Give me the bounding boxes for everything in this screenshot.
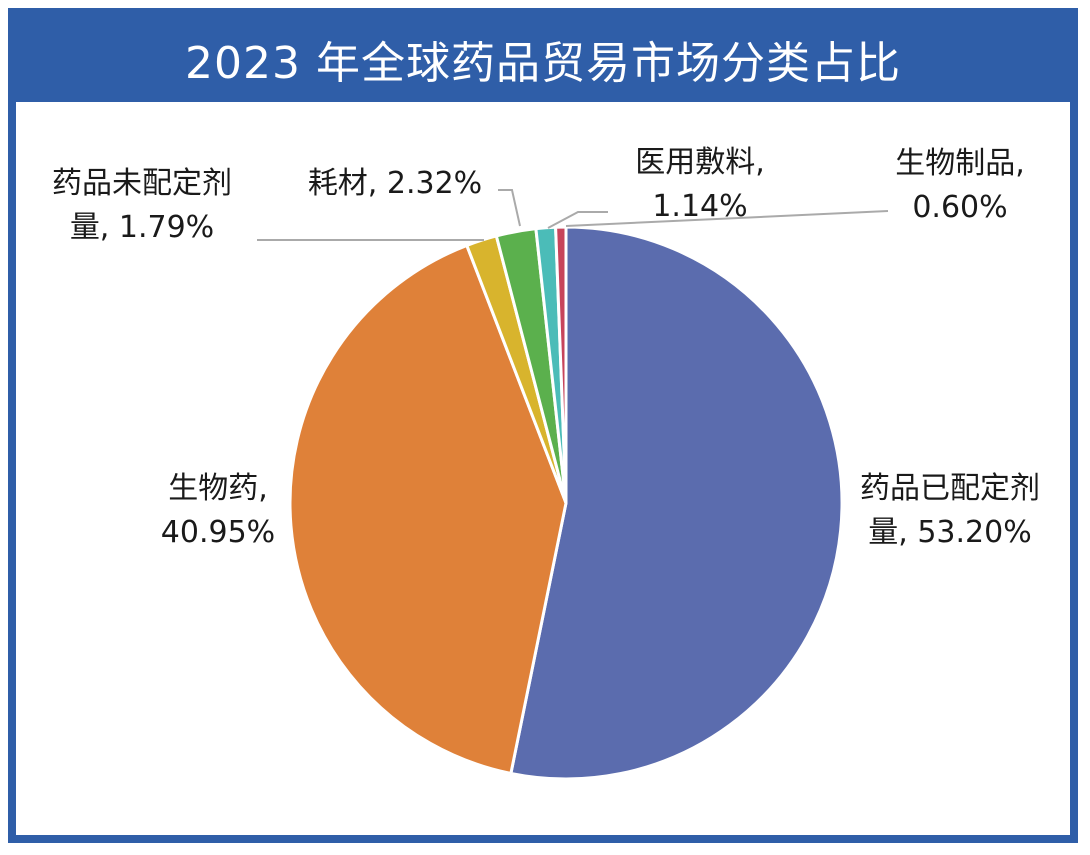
title-bar: 2023 年全球药品贸易市场分类占比 [16,16,1070,102]
leader-line-5 [565,210,889,227]
pie-slice-0 [509,225,844,781]
data-label-0: 药品已配定剂量, 53.20% [860,471,1040,550]
leader-line-3 [498,189,521,227]
leader-line-4 [547,211,608,229]
chart-title: 2023 年全球药品贸易市场分类占比 [185,38,901,89]
data-label-1: 生物药, 40.95% [161,471,275,550]
data-label-3: 耗材, 2.32% [308,166,482,201]
pie-slice-5 [554,225,568,504]
pie-slice-1 [288,243,568,776]
data-label-4: 医用敷料, 1.14% [635,145,765,224]
data-label-5: 生物制品, 0.60% [895,146,1025,225]
data-label-2: 药品未配定剂量, 1.79% [52,166,232,245]
